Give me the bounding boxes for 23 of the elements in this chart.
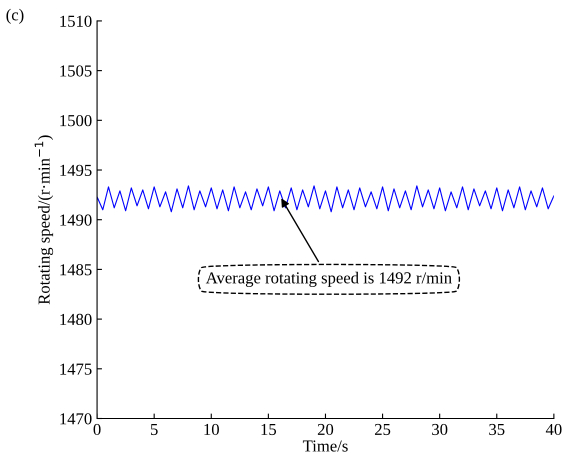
y-tick-label: 1475 [60, 364, 92, 375]
y-tick-label: 1500 [60, 115, 92, 126]
x-tick-label: 5 [150, 424, 158, 436]
y-tick-label: 1480 [60, 314, 92, 326]
y-tick-label: 1505 [60, 65, 92, 77]
x-tick-label: 25 [374, 424, 390, 436]
x-axis-title: Time/s [302, 440, 348, 452]
y-tick-label: 1470 [60, 413, 92, 424]
chart-title: (c) [6, 8, 24, 24]
x-tick-label: 30 [432, 424, 448, 436]
x-tick-label: 0 [94, 424, 101, 436]
x-tick-label: 15 [262, 424, 276, 436]
y-tick-label: 1485 [60, 264, 92, 276]
line-series [97, 185, 554, 212]
y-axis-title: Rotating speed/(r·min$^{−1}$) [34, 135, 54, 304]
x-tick-label: 10 [204, 424, 219, 436]
y-tick-label: 1490 [60, 214, 92, 226]
annotation: Average rotating speed is 1492 r/min [206, 272, 452, 287]
x-tick-label: 40 [546, 424, 562, 436]
x-tick-label: 20 [318, 424, 334, 436]
y-tick-label: 1495 [60, 164, 92, 176]
y-tick-label: 1510 [60, 16, 92, 27]
x-tick-label: 35 [489, 424, 504, 436]
